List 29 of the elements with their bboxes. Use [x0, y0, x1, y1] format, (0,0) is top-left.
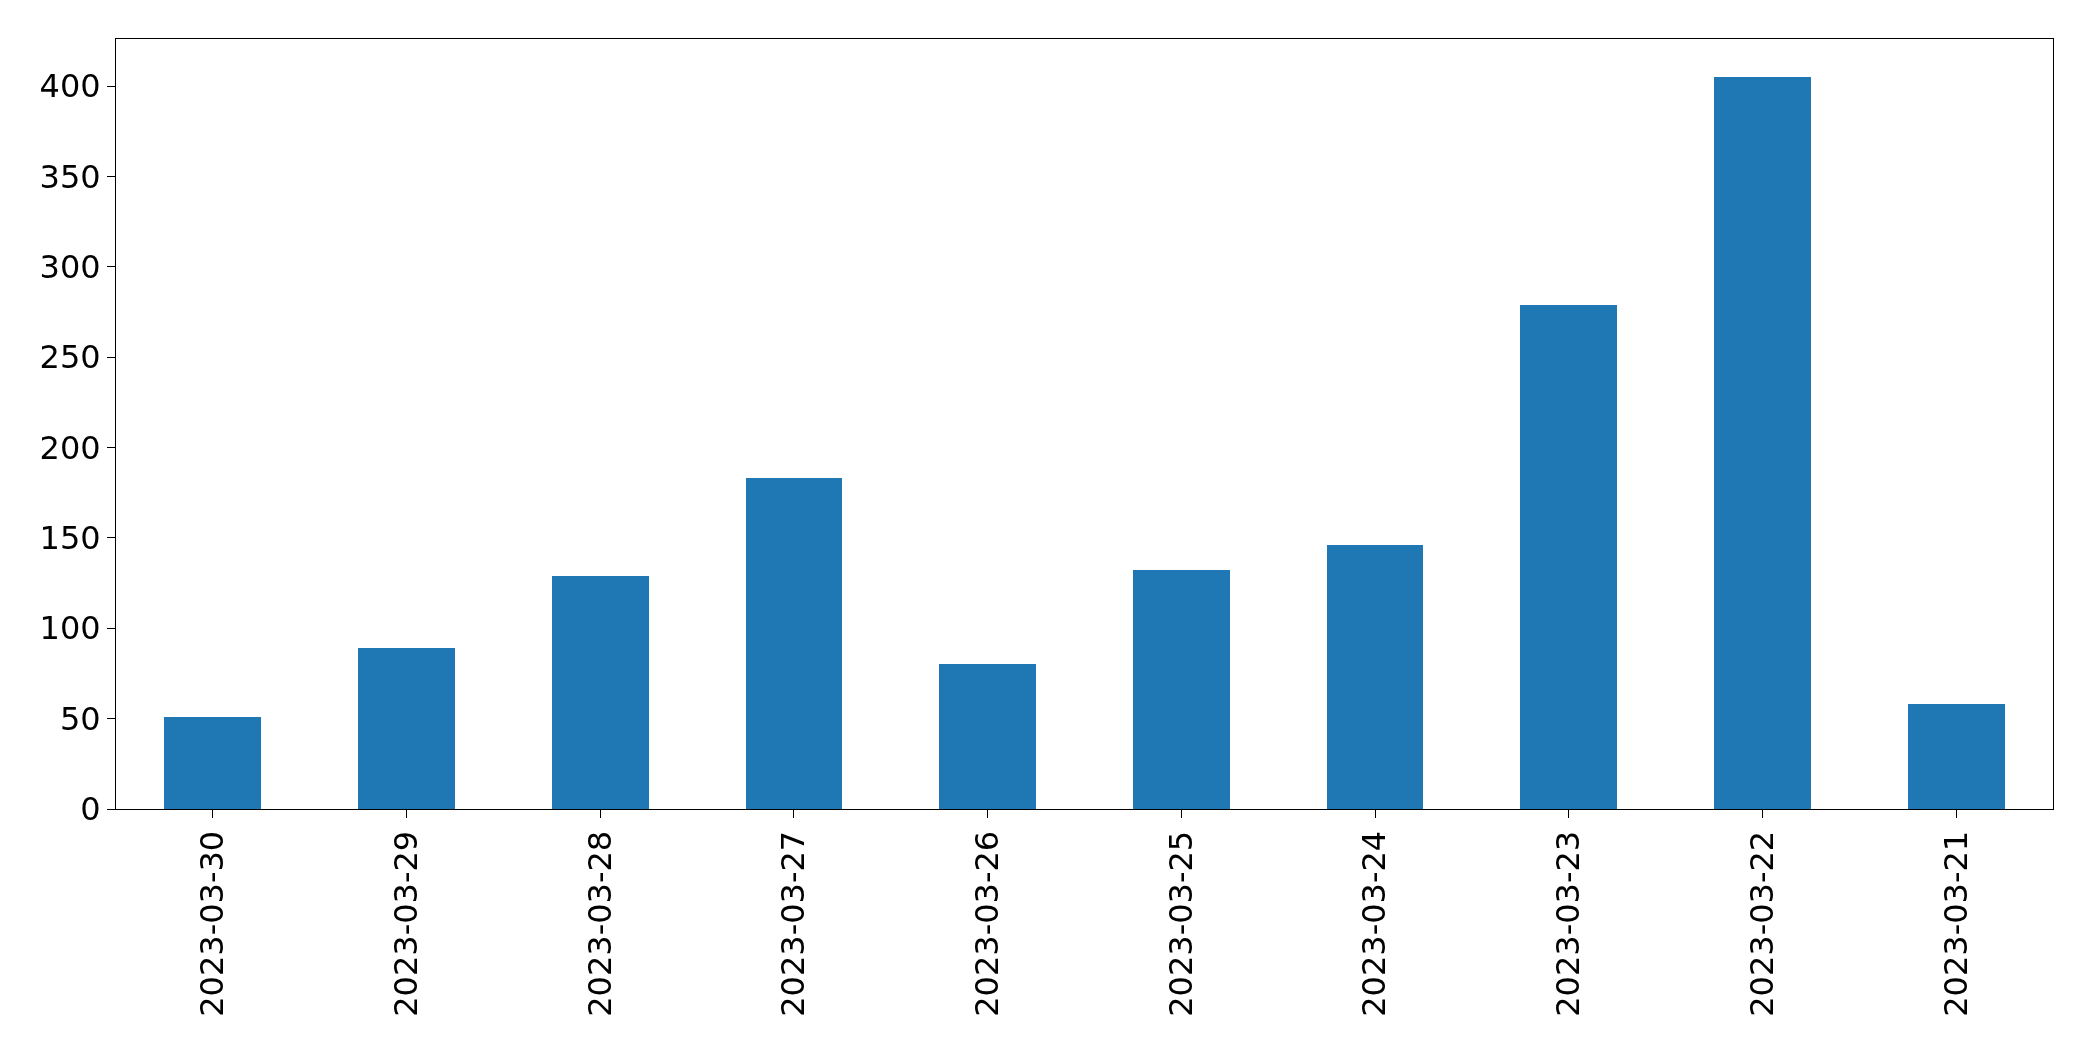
- y-tick-label: 0: [80, 790, 101, 829]
- y-tick-label: 150: [39, 519, 101, 558]
- x-tick-label: 2023-03-24: [1355, 830, 1394, 1017]
- bar: [1327, 545, 1423, 809]
- bar: [1133, 570, 1230, 809]
- y-tick-label: 350: [39, 157, 101, 196]
- y-tick-label: 200: [39, 428, 101, 467]
- x-tick-label: 2023-03-30: [193, 830, 232, 1017]
- bar: [746, 478, 842, 809]
- x-tick-label: 2023-03-21: [1936, 830, 1975, 1017]
- y-tick-label: 250: [39, 338, 101, 377]
- x-tick-label: 2023-03-28: [580, 830, 619, 1017]
- bar: [552, 576, 649, 809]
- bar: [1908, 704, 2005, 809]
- bar: [1714, 77, 1811, 809]
- y-tick-label: 300: [39, 247, 101, 286]
- y-tick-label: 100: [39, 609, 101, 648]
- bar: [939, 664, 1036, 809]
- y-tick-label: 400: [39, 67, 101, 106]
- bar: [164, 717, 261, 809]
- x-tick-label: 2023-03-22: [1742, 830, 1781, 1017]
- x-tick-label: 2023-03-27: [774, 830, 813, 1017]
- bar: [1520, 305, 1617, 809]
- y-tick-label: 50: [59, 699, 101, 738]
- x-tick-label: 2023-03-25: [1161, 830, 1200, 1017]
- x-tick-label: 2023-03-26: [968, 830, 1007, 1017]
- x-tick-label: 2023-03-29: [386, 830, 425, 1017]
- x-tick-label: 2023-03-23: [1549, 830, 1588, 1017]
- bar: [358, 648, 455, 809]
